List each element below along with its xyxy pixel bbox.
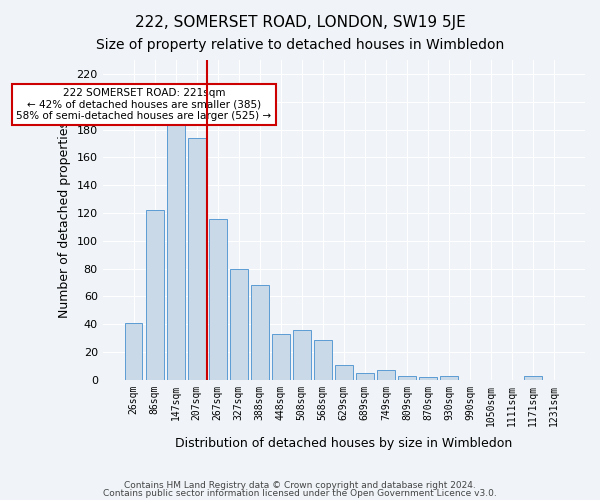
Bar: [125, 323, 142, 380]
Bar: [188, 138, 206, 380]
Text: Contains HM Land Registry data © Crown copyright and database right 2024.: Contains HM Land Registry data © Crown c…: [124, 481, 476, 490]
Bar: [356, 373, 374, 380]
Bar: [167, 124, 185, 380]
Bar: [335, 364, 353, 380]
Text: 222 SOMERSET ROAD: 221sqm
← 42% of detached houses are smaller (385)
58% of semi: 222 SOMERSET ROAD: 221sqm ← 42% of detac…: [16, 88, 272, 121]
Text: 222, SOMERSET ROAD, LONDON, SW19 5JE: 222, SOMERSET ROAD, LONDON, SW19 5JE: [134, 15, 466, 30]
Bar: [524, 376, 542, 380]
Bar: [209, 218, 227, 380]
Bar: [398, 376, 416, 380]
Y-axis label: Number of detached properties: Number of detached properties: [58, 122, 71, 318]
Bar: [419, 377, 437, 380]
Bar: [293, 330, 311, 380]
Bar: [440, 376, 458, 380]
Bar: [272, 334, 290, 380]
Bar: [230, 268, 248, 380]
Text: Contains public sector information licensed under the Open Government Licence v3: Contains public sector information licen…: [103, 488, 497, 498]
Bar: [251, 286, 269, 380]
Bar: [377, 370, 395, 380]
Text: Size of property relative to detached houses in Wimbledon: Size of property relative to detached ho…: [96, 38, 504, 52]
Bar: [146, 210, 164, 380]
X-axis label: Distribution of detached houses by size in Wimbledon: Distribution of detached houses by size …: [175, 437, 512, 450]
Bar: [314, 340, 332, 380]
